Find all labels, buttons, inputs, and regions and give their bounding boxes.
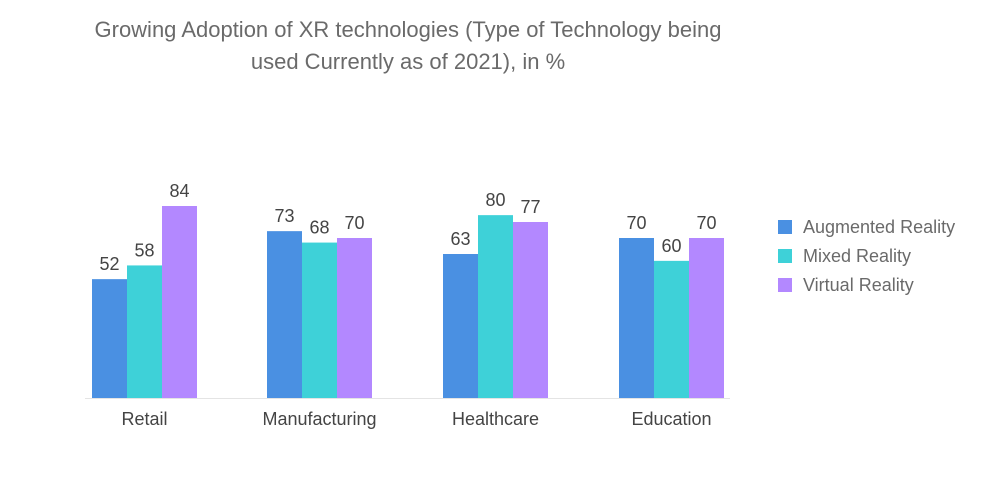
value-label: 52 bbox=[99, 254, 119, 274]
bar-education-mixed-reality bbox=[654, 260, 689, 398]
bar-manufacturing-virtual-reality bbox=[337, 238, 372, 398]
legend-swatch bbox=[778, 249, 792, 263]
value-label: 80 bbox=[485, 190, 505, 210]
bar-healthcare-mixed-reality bbox=[478, 215, 513, 398]
bar-retail-augmented-reality bbox=[92, 279, 127, 398]
bar-education-virtual-reality bbox=[689, 238, 724, 398]
value-label: 60 bbox=[661, 236, 681, 256]
bar-healthcare-virtual-reality bbox=[513, 222, 548, 398]
value-label: 70 bbox=[696, 213, 716, 233]
value-label: 58 bbox=[134, 240, 154, 260]
bar-healthcare-augmented-reality bbox=[443, 254, 478, 398]
value-label: 70 bbox=[344, 213, 364, 233]
legend-swatch bbox=[778, 278, 792, 292]
chart-title-line-2: used Currently as of 2021), in % bbox=[250, 49, 566, 74]
value-label: 84 bbox=[169, 181, 189, 201]
bar-manufacturing-mixed-reality bbox=[302, 242, 337, 398]
x-tick-label: Education bbox=[631, 409, 711, 429]
x-tick-label: Manufacturing bbox=[262, 409, 376, 429]
legend-label: Mixed Reality bbox=[803, 246, 911, 266]
x-tick-label: Retail bbox=[121, 409, 167, 429]
value-label: 70 bbox=[626, 213, 646, 233]
chart-title: Growing Adoption of XR technologies (Typ… bbox=[0, 14, 816, 78]
bar-retail-virtual-reality bbox=[162, 206, 197, 398]
value-label: 77 bbox=[520, 197, 540, 217]
bar-manufacturing-augmented-reality bbox=[267, 231, 302, 398]
bar-retail-mixed-reality bbox=[127, 265, 162, 398]
value-label: 68 bbox=[309, 218, 329, 238]
legend-label: Augmented Reality bbox=[803, 217, 955, 237]
chart-title-line-1: Growing Adoption of XR technologies (Typ… bbox=[94, 17, 722, 42]
value-label: 73 bbox=[274, 206, 294, 226]
legend-label: Virtual Reality bbox=[803, 275, 914, 295]
bar-education-augmented-reality bbox=[619, 238, 654, 398]
value-label: 63 bbox=[450, 229, 470, 249]
legend-swatch bbox=[778, 220, 792, 234]
x-tick-label: Healthcare bbox=[452, 409, 539, 429]
